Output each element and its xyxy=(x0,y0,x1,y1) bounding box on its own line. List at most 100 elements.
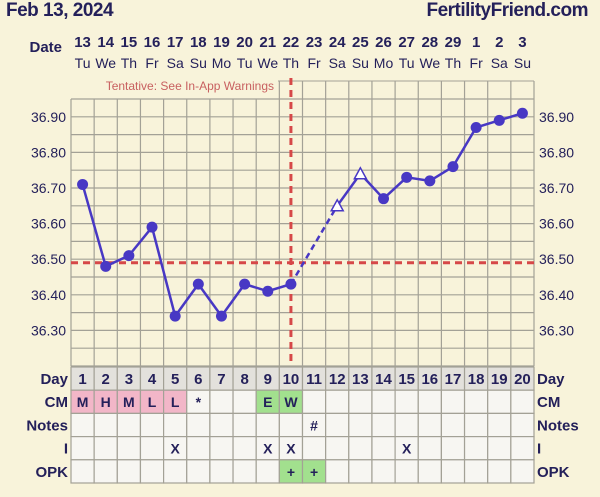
table-cell xyxy=(325,459,350,484)
date-tick: 2 xyxy=(495,34,503,51)
weekday-tick: Tu xyxy=(75,55,91,71)
weekday-tick: Su xyxy=(514,55,531,71)
table-cell xyxy=(463,412,489,438)
table-cell xyxy=(255,459,280,484)
row-cm-value: * xyxy=(196,394,202,410)
date-tick: 26 xyxy=(375,34,392,51)
table-cell xyxy=(371,436,396,461)
table-cell xyxy=(139,459,165,484)
table-cell xyxy=(186,412,211,438)
row-label-left: Day xyxy=(40,371,68,388)
date-tick: 23 xyxy=(306,34,323,51)
weekday-tick: We xyxy=(419,55,440,71)
table-cell xyxy=(487,436,512,461)
day-number: 11 xyxy=(306,371,322,388)
row-label-right: I xyxy=(537,441,541,458)
date-tick: 15 xyxy=(121,34,138,51)
temp-point xyxy=(146,221,158,233)
table-cell xyxy=(255,412,280,438)
date-tick: 14 xyxy=(97,34,114,51)
row-cm-value: E xyxy=(263,394,272,410)
y-tick-left: 36.90 xyxy=(31,109,66,125)
day-number: 17 xyxy=(445,371,462,388)
table-cell xyxy=(116,459,142,484)
weekday-tick: Fr xyxy=(307,55,321,71)
y-tick-left: 36.80 xyxy=(31,144,66,160)
table-cell xyxy=(463,436,489,461)
day-number: 3 xyxy=(125,371,133,388)
y-tick-right: 36.60 xyxy=(539,216,574,232)
temp-point xyxy=(401,171,413,183)
tentative-warning: Tentative: See In-App Warnings xyxy=(106,79,274,93)
day-number: 4 xyxy=(148,371,157,388)
table-cell xyxy=(116,412,142,438)
y-tick-right: 36.80 xyxy=(539,144,574,160)
weekday-tick: Sa xyxy=(491,55,508,71)
table-cell xyxy=(510,436,535,461)
table-cell xyxy=(510,412,535,438)
row-label-left: CM xyxy=(45,394,68,411)
day-number: 6 xyxy=(194,371,202,388)
date-tick: 20 xyxy=(236,34,253,51)
table-cell xyxy=(93,412,118,438)
weekday-tick: Th xyxy=(445,55,461,71)
table-cell xyxy=(463,459,489,484)
table-cell xyxy=(301,389,327,415)
temp-point-open xyxy=(353,166,368,180)
day-number: 9 xyxy=(264,371,272,388)
row-label-right: Notes xyxy=(537,417,579,434)
row-label-right: Day xyxy=(537,371,565,388)
table-cell xyxy=(325,412,350,438)
row-label-right: CM xyxy=(537,394,560,411)
row-cm-value: M xyxy=(77,394,89,410)
weekday-tick: Tu xyxy=(237,55,253,71)
table-cell xyxy=(510,389,535,415)
temp-point xyxy=(100,260,112,272)
day-number: 1 xyxy=(78,371,86,388)
table-cell xyxy=(209,389,234,415)
weekday-tick: Sa xyxy=(167,55,184,71)
temp-point xyxy=(262,285,274,297)
table-cell xyxy=(209,459,234,484)
table-cell xyxy=(510,459,535,484)
row-i-value: X xyxy=(286,441,296,457)
table-cell xyxy=(186,436,211,461)
table-cell xyxy=(417,436,442,461)
day-number: 13 xyxy=(352,371,369,388)
day-number: 16 xyxy=(421,371,438,388)
y-tick-left: 36.50 xyxy=(31,251,66,267)
table-cell xyxy=(93,459,118,484)
day-number: 10 xyxy=(283,371,300,388)
table-cell xyxy=(394,459,419,484)
temp-line-segment xyxy=(81,184,107,267)
weekday-tick: Th xyxy=(121,55,137,71)
row-label-left: OPK xyxy=(35,464,68,481)
table-cell xyxy=(348,436,373,461)
brand-name: FertilityFriend.com xyxy=(426,0,588,21)
table-cell xyxy=(301,436,327,461)
row-label-left: I xyxy=(64,441,68,458)
day-number: 14 xyxy=(375,371,392,388)
weekday-tick: Su xyxy=(352,55,369,71)
table-cell xyxy=(232,436,257,461)
table-cell xyxy=(394,389,419,415)
table-cell xyxy=(417,389,442,415)
weekday-tick: Sa xyxy=(329,55,346,71)
temp-line-segment xyxy=(451,126,478,168)
row-cm-value: M xyxy=(123,394,135,410)
day-number: 15 xyxy=(398,371,415,388)
y-tick-right: 36.70 xyxy=(539,180,574,196)
day-number: 7 xyxy=(217,371,225,388)
table-cell xyxy=(417,459,442,484)
row-opk-value: + xyxy=(287,464,295,480)
table-cell xyxy=(325,436,350,461)
day-number: 12 xyxy=(329,371,346,388)
day-number: 2 xyxy=(102,371,110,388)
table-cell xyxy=(232,389,257,415)
y-tick-right: 36.40 xyxy=(539,287,574,303)
table-cell xyxy=(348,459,373,484)
table-cell xyxy=(487,389,512,415)
temp-point xyxy=(169,310,181,322)
row-label-left: Notes xyxy=(26,417,68,434)
